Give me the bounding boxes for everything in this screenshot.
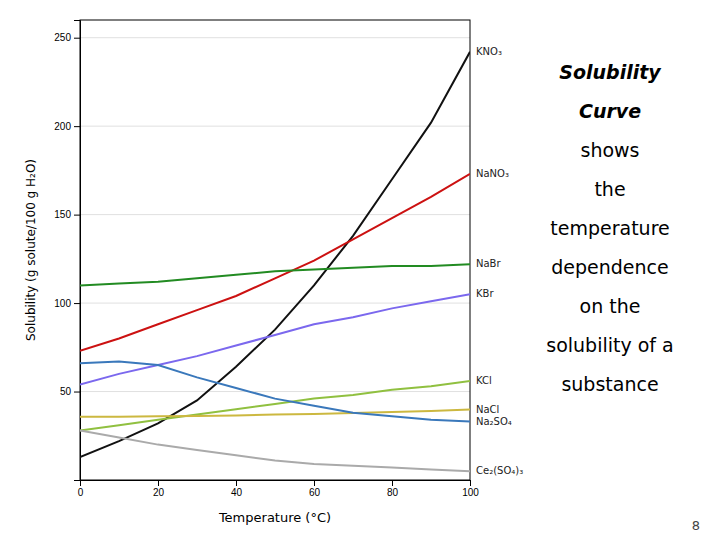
- grid-line: [80, 37, 470, 38]
- x-tick-label: 80: [387, 487, 399, 498]
- y-tick-label: 100: [54, 298, 71, 309]
- y-tick-label: 150: [54, 209, 71, 220]
- series-line: [80, 52, 470, 457]
- series-label: NaCl: [476, 404, 499, 415]
- x-axis-title: Temperature (°C): [218, 510, 331, 525]
- series-line: [80, 410, 470, 417]
- grid-line: [80, 214, 470, 215]
- x-tick-label: 0: [78, 487, 84, 498]
- y-tick-mark: [74, 126, 80, 127]
- y-tick-mark: [74, 303, 80, 304]
- y-axis-title: Solubility (g solute/100 g H₂O): [24, 159, 38, 341]
- x-tick: 100: [462, 480, 479, 498]
- x-tick: 80: [387, 480, 399, 498]
- series-line: [80, 294, 470, 384]
- series-line: [80, 381, 470, 431]
- subtitle-line: the: [594, 178, 625, 200]
- grid: [80, 38, 470, 392]
- x-tick-label: 40: [231, 487, 243, 498]
- series-line: [80, 264, 470, 285]
- x-tick-label: 20: [153, 487, 165, 498]
- grid-line: [80, 126, 470, 127]
- y-tick: 250: [54, 32, 80, 43]
- x-tick-mark: [470, 480, 471, 486]
- subtitle-line: shows: [580, 139, 639, 161]
- series-label: KBr: [476, 288, 494, 299]
- subtitle-line: substance: [561, 373, 658, 395]
- y-tick-mark: [74, 392, 80, 393]
- y-tick: 50: [60, 386, 80, 397]
- y-axis: 50 100 150 200 250: [54, 21, 80, 481]
- y-tick-label: 250: [54, 32, 71, 43]
- series-label: Ce₂(SO₄)₃: [476, 465, 523, 476]
- x-tick-mark: [236, 480, 237, 486]
- x-tick: 20: [153, 480, 165, 498]
- slide-number: 8: [692, 518, 700, 533]
- series-label: KCl: [476, 375, 492, 386]
- x-axis: 0 20 40 60 80 100: [78, 480, 480, 498]
- x-tick-mark: [158, 480, 159, 486]
- plot-frame: [80, 20, 470, 480]
- lines: [80, 52, 470, 471]
- title: SolubilityCurve: [559, 61, 662, 122]
- series-line: [80, 430, 470, 471]
- y-tick-mark: [74, 38, 80, 39]
- x-tick-label: 100: [462, 487, 479, 498]
- y-tick-label: 200: [54, 121, 71, 132]
- y-tick: 100: [54, 298, 80, 309]
- subtitle-line: dependence: [551, 256, 668, 278]
- subtitle-line: on the: [580, 295, 641, 317]
- x-tick-mark: [314, 480, 315, 486]
- y-axis-line: [74, 21, 81, 481]
- x-tick-mark: [392, 480, 393, 486]
- series-label: KNO₃: [476, 46, 502, 57]
- x-tick: 40: [231, 480, 243, 498]
- plot: 0 20 40 60 80 100 50 100 150 200 250: [54, 20, 479, 498]
- grid-line: [80, 391, 470, 392]
- x-tick: 60: [309, 480, 321, 498]
- y-tick-mark: [74, 215, 80, 216]
- subtitle-line: solubility of a: [546, 334, 673, 356]
- y-tick-label: 50: [60, 386, 72, 397]
- x-tick: 0: [78, 480, 84, 498]
- series-line: [80, 361, 470, 421]
- y-tick: 150: [54, 209, 80, 220]
- x-tick-label: 60: [309, 487, 321, 498]
- grid-line: [80, 303, 470, 304]
- y-tick: 200: [54, 121, 80, 132]
- chart: 0 20 40 60 80 100 50 100 150 200 250 Temperature (°…: [0, 0, 720, 540]
- x-axis-line: [81, 481, 471, 487]
- series-line: [80, 174, 470, 351]
- series-label: NaBr: [476, 258, 501, 269]
- subtitle-line: temperature: [550, 217, 669, 239]
- series-label: Na₂SO₄: [476, 416, 512, 427]
- series-label: NaNO₃: [476, 168, 509, 179]
- series-labels: KNO₃ NaNO₃ NaBr KBr KCl NaClNa₂SO₄ Ce₂(SO₄)₃: [476, 46, 523, 476]
